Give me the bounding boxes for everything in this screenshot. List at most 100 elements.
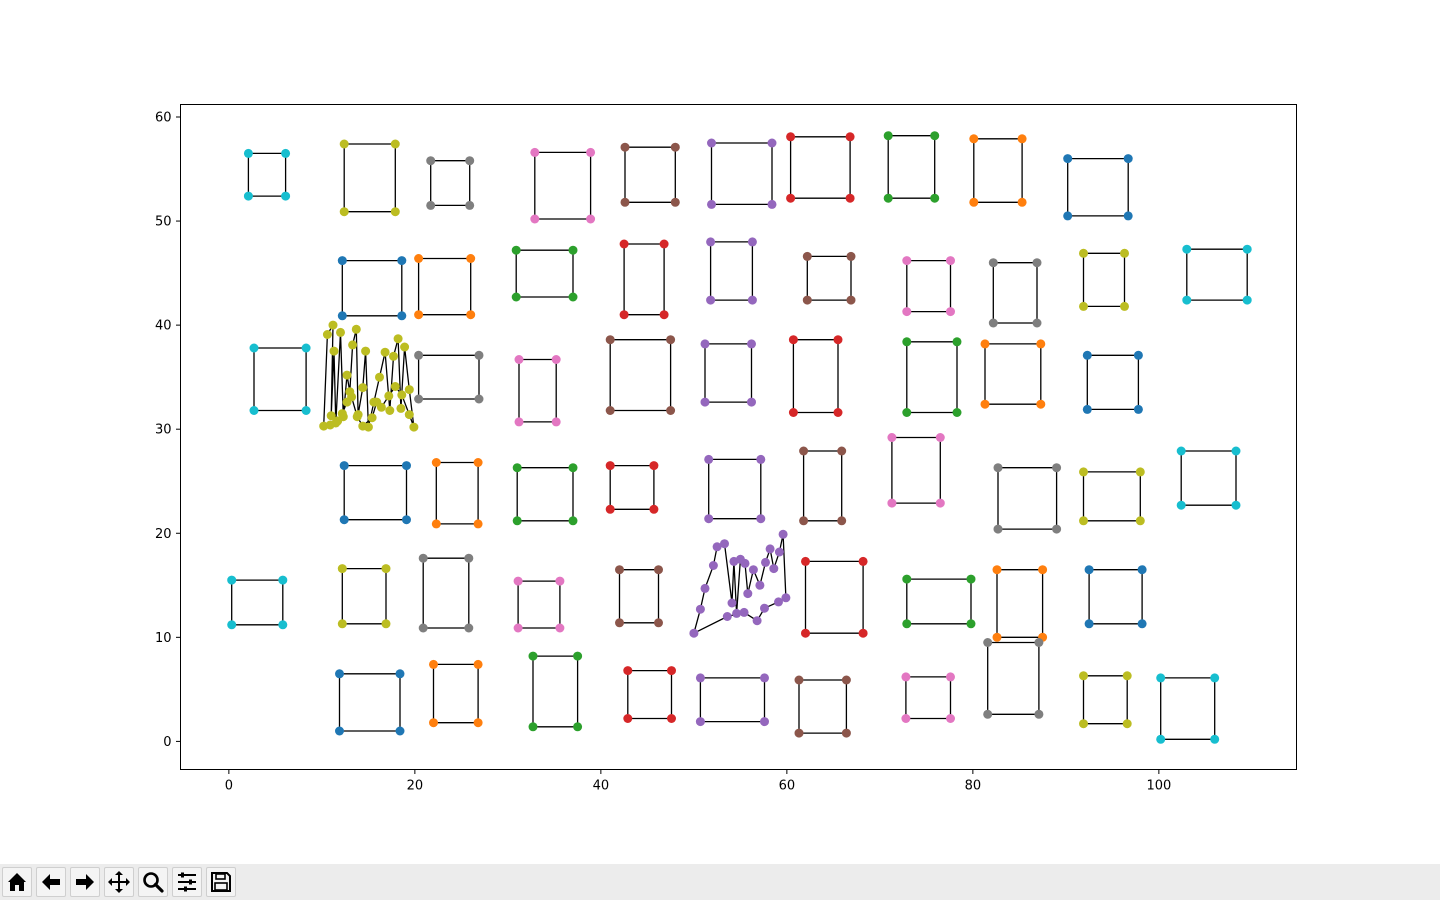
- data-point: [983, 638, 993, 647]
- data-point: [361, 346, 371, 356]
- forward-button[interactable]: [70, 867, 100, 897]
- data-point: [946, 672, 955, 682]
- data-point: [414, 254, 424, 263]
- data-point: [466, 310, 476, 320]
- data-point: [969, 197, 979, 207]
- series-14: [706, 237, 757, 305]
- data-point: [465, 156, 475, 166]
- data-point: [429, 659, 438, 669]
- series-32: [512, 463, 578, 526]
- data-point: [243, 191, 253, 201]
- data-point: [514, 355, 524, 364]
- data-point: [1120, 301, 1129, 311]
- data-point: [761, 557, 770, 567]
- series-23: [514, 355, 561, 427]
- y-tick-label: 0: [163, 735, 171, 750]
- data-point: [333, 416, 343, 426]
- data-point: [473, 519, 483, 529]
- data-point: [760, 717, 769, 727]
- data-point: [799, 516, 809, 526]
- data-point: [605, 504, 615, 514]
- data-point: [1084, 619, 1094, 629]
- data-point: [414, 394, 424, 404]
- data-point: [528, 651, 538, 661]
- data-point: [381, 564, 391, 574]
- data-point: [551, 417, 561, 427]
- data-point: [1123, 211, 1133, 221]
- series-52: [528, 651, 583, 732]
- data-point: [1063, 211, 1073, 221]
- data-point: [337, 409, 347, 419]
- data-point: [781, 593, 791, 603]
- data-point: [227, 575, 237, 585]
- data-point: [465, 200, 475, 210]
- data-point: [620, 142, 630, 152]
- data-point: [396, 403, 406, 413]
- data-point: [794, 728, 804, 738]
- data-point: [619, 239, 629, 249]
- data-point: [402, 461, 411, 471]
- series-29: [1082, 350, 1143, 414]
- configure-subplots-button[interactable]: [172, 867, 202, 897]
- series-21: [319, 320, 419, 432]
- data-point: [966, 574, 976, 584]
- data-point: [400, 342, 410, 352]
- data-point: [426, 200, 436, 210]
- data-point: [358, 421, 368, 431]
- data-point: [887, 433, 897, 442]
- data-point: [1038, 565, 1048, 575]
- data-point: [1079, 467, 1088, 477]
- series-35: [799, 446, 847, 526]
- save-button[interactable]: [206, 867, 236, 897]
- data-point: [727, 598, 737, 608]
- arrow-left-icon: [42, 874, 60, 890]
- home-button[interactable]: [2, 867, 32, 897]
- data-point: [747, 339, 756, 349]
- data-point: [358, 383, 368, 393]
- data-point: [747, 295, 757, 305]
- axes-frame: [180, 104, 1297, 770]
- data-point: [623, 666, 633, 676]
- data-point: [249, 406, 259, 415]
- series-16: [902, 256, 955, 317]
- data-point: [935, 498, 945, 508]
- data-point: [695, 717, 705, 727]
- series-54: [695, 673, 769, 727]
- data-point: [337, 311, 347, 321]
- pan-button[interactable]: [104, 867, 134, 897]
- data-point: [473, 659, 483, 669]
- series-25: [700, 339, 756, 407]
- data-point: [1135, 516, 1145, 526]
- data-point: [902, 337, 912, 347]
- data-point: [473, 718, 483, 728]
- data-point: [1231, 500, 1241, 510]
- data-point: [659, 239, 669, 249]
- data-point: [988, 318, 998, 328]
- data-point: [586, 214, 596, 224]
- data-point: [389, 351, 398, 361]
- data-point: [511, 292, 521, 302]
- data-point: [748, 565, 758, 575]
- series-38: [1079, 467, 1145, 526]
- data-point: [760, 673, 769, 683]
- series-0: [243, 148, 291, 201]
- data-point: [666, 335, 676, 345]
- x-tick-label: 20: [407, 779, 424, 794]
- zoom-button[interactable]: [138, 867, 168, 897]
- data-point: [700, 397, 710, 407]
- back-button[interactable]: [36, 867, 66, 897]
- data-point: [801, 628, 810, 638]
- data-point: [704, 514, 714, 524]
- data-point: [328, 320, 338, 330]
- data-point: [278, 575, 288, 585]
- x-tick-label: 100: [1146, 779, 1171, 794]
- data-point: [969, 134, 979, 144]
- data-point: [901, 672, 911, 682]
- data-point: [385, 406, 395, 415]
- data-point: [615, 618, 624, 628]
- data-point: [1133, 404, 1143, 414]
- data-point: [568, 463, 578, 473]
- data-point: [384, 391, 394, 401]
- data-point: [952, 408, 962, 417]
- sliders-icon: [178, 872, 196, 892]
